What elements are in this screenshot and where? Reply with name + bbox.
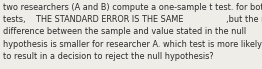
Text: two researchers (A and B) compute a one-sample t test. for both: two researchers (A and B) compute a one-… — [3, 3, 262, 12]
Text: tests,: tests, — [3, 15, 29, 24]
Text: hypothesis is smaller for researcher A. which test is more likely: hypothesis is smaller for researcher A. … — [3, 40, 262, 49]
Text: difference between the sample and value stated in the null: difference between the sample and value … — [3, 27, 247, 36]
Text: THE STANDARD ERROR IS THE SAME: THE STANDARD ERROR IS THE SAME — [36, 15, 183, 24]
Text: to result in a decision to reject the null hypothesis?: to result in a decision to reject the nu… — [3, 52, 214, 61]
Text: ,but the mean: ,but the mean — [226, 15, 262, 24]
